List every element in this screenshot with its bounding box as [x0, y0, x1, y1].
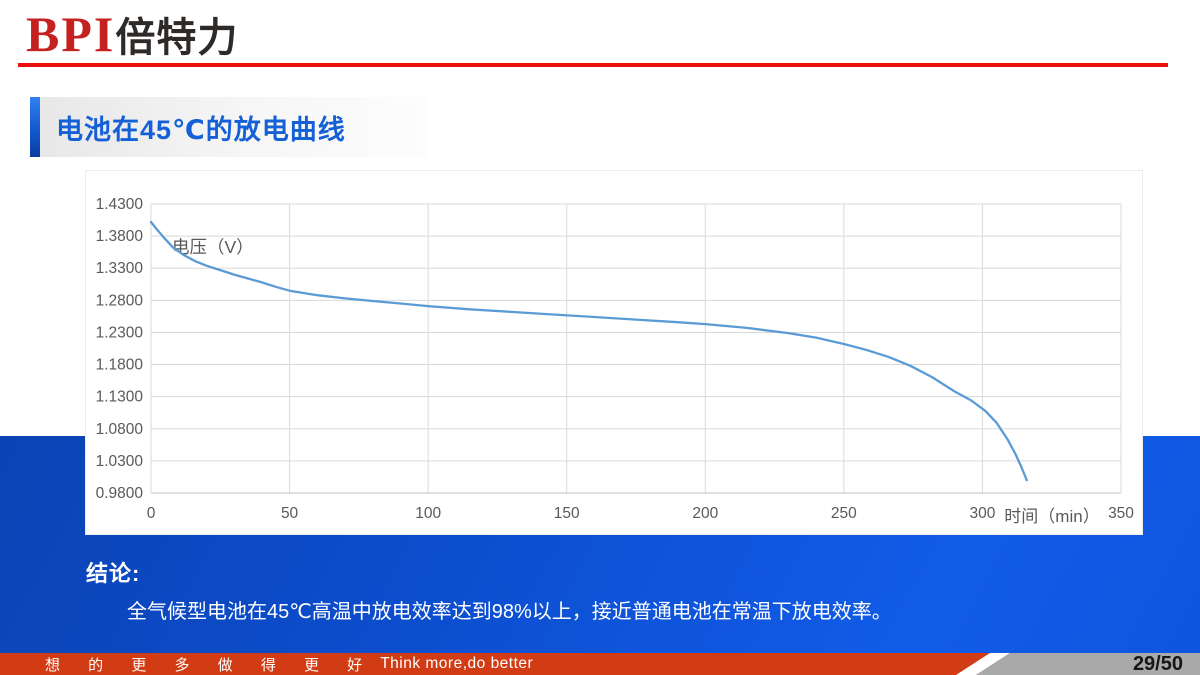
x-tick-label: 250: [831, 505, 857, 522]
x-tick-label: 150: [554, 505, 580, 522]
logo-bpi-text: BPI: [26, 6, 116, 62]
x-tick-label: 0: [147, 505, 156, 522]
footer-slogan: 想 的 更 多 做 得 更 好 Think more,do better: [45, 653, 533, 675]
x-tick-label: 300: [969, 505, 995, 522]
title-accent-bar: [30, 97, 40, 157]
discharge-curve: [149, 220, 1028, 482]
page-number: 29/50: [1132, 652, 1183, 675]
y-tick-label: 0.9800: [96, 485, 144, 502]
y-tick-label: 1.4300: [96, 196, 144, 213]
header-divider: [18, 63, 1168, 67]
bpi-logo: BPI 倍特力: [26, 6, 238, 66]
discharge-chart-svg: 1.4300 1.3800 1.3300 1.2800 1.2300 1.1800 1.13…: [96, 196, 1135, 526]
y-tick-label: 1.2800: [96, 292, 144, 309]
y-tick-label: 1.1800: [96, 357, 144, 374]
x-axis-title: 时间（min）: [1004, 507, 1099, 526]
y-tick-label: 1.3300: [96, 260, 144, 277]
page-title: 电池在45℃的放电曲线: [56, 114, 346, 145]
y-tick-label: 1.1300: [96, 389, 144, 406]
y-tick-label: 1.3800: [96, 228, 144, 245]
x-tick-label: 200: [692, 505, 718, 522]
y-tick-label: 1.2300: [96, 324, 144, 341]
logo-chinese-text: 倍特力: [115, 16, 239, 60]
conclusion-text: 全气候型电池在45℃高温中放电效率达到98%以上，接近普通电池在常温下放电效率。: [127, 601, 892, 623]
y-tick-label: 1.0800: [96, 421, 144, 438]
footer-slogan-chinese: 想 的 更 多 做 得 更 好: [45, 656, 375, 674]
footer-bar: 想 的 更 多 做 得 更 好 Think more,do better 29/…: [0, 653, 1200, 675]
slide-title-box: 电池在45℃的放电曲线: [30, 97, 428, 157]
y-axis-title: 电压（V）: [172, 237, 254, 257]
footer-slogan-english: Think more,do better: [380, 655, 534, 672]
page-number-wedge: 29/50: [950, 653, 1200, 675]
x-tick-label: 50: [281, 505, 299, 522]
x-tick-label: 100: [415, 505, 441, 522]
discharge-chart-panel: 1.4300 1.3800 1.3300 1.2800 1.2300 1.1800 1.13…: [85, 170, 1143, 535]
wedge-gray-area: [976, 653, 1200, 675]
conclusion-label: 结论:: [86, 561, 141, 586]
y-tick-label: 1.0300: [96, 453, 144, 470]
x-tick-label: 350: [1108, 505, 1134, 522]
